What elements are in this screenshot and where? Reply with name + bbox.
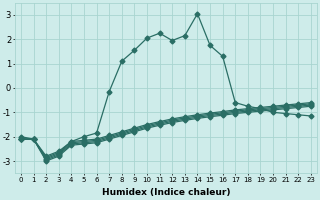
X-axis label: Humidex (Indice chaleur): Humidex (Indice chaleur) <box>102 188 230 197</box>
